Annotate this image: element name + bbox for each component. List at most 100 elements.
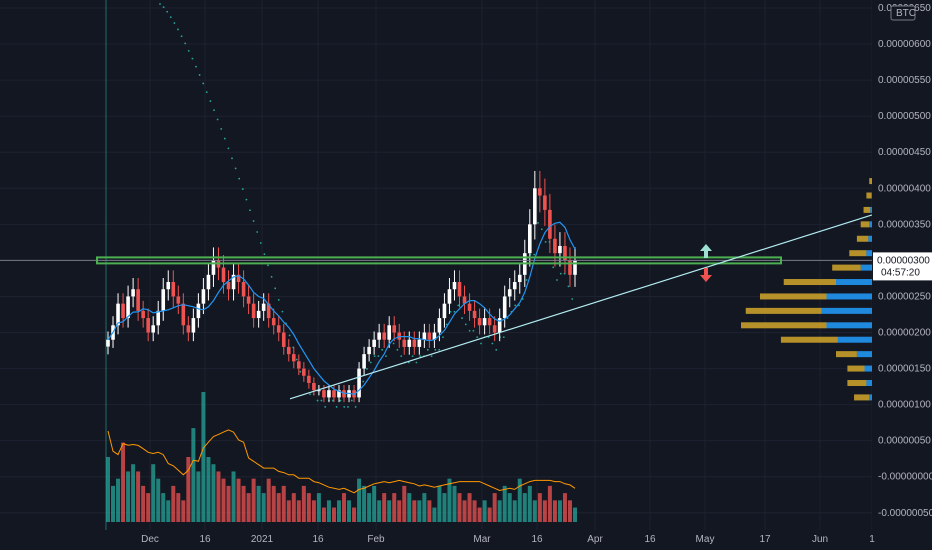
candle-up [166, 282, 171, 290]
volume-bar [116, 478, 121, 522]
price-tick-label: 0.00000500 [878, 111, 931, 122]
candle-down [176, 296, 181, 304]
candle-down [276, 325, 281, 333]
sar-dot [231, 157, 233, 160]
volume-bar [347, 500, 352, 522]
volume-bar [161, 493, 166, 522]
sar-dot [449, 310, 452, 313]
volume-bar [146, 493, 151, 522]
volume-bar [321, 507, 326, 522]
price-axis[interactable]: 0.000006500.000006000.000005500.00000500… [872, 0, 932, 550]
volume-bar [387, 500, 392, 522]
volume-bar [106, 457, 110, 522]
indicator-lines [107, 221, 576, 395]
price-tick-label: 0.00000100 [878, 400, 931, 411]
sar-dot [209, 100, 212, 102]
volume-bar [226, 485, 231, 522]
volume-profile-down [856, 235, 869, 242]
volume-bar [372, 485, 377, 522]
trendline [289, 214, 873, 400]
volume-bar [552, 500, 557, 522]
time-axis[interactable]: Dec 16 2021 16 Feb Mar 16 Apr 16 May 17 Jun 1 [0, 530, 932, 550]
volume-profile-up [836, 279, 874, 286]
candle-up [422, 332, 427, 340]
candle-up [206, 274, 211, 290]
sar-dot [213, 109, 215, 112]
sar-dot [238, 177, 241, 180]
arrow-up-icon [700, 244, 712, 258]
sar-dot [249, 209, 251, 212]
sar-dot [335, 406, 338, 408]
candle-up [256, 310, 261, 319]
candle-up [261, 303, 266, 311]
sar-dot [362, 380, 365, 383]
volume-profile-up [869, 221, 874, 228]
candle-down [121, 303, 125, 319]
candle-up [231, 274, 236, 290]
sar-dot [442, 336, 444, 339]
sar-dot [377, 355, 380, 358]
sar-dot [476, 336, 479, 339]
candle-down [472, 310, 477, 319]
candle-up [502, 296, 507, 319]
sar-dot [256, 231, 259, 233]
volume-bar [291, 493, 296, 522]
volume-bar [121, 442, 126, 522]
volume-bar [532, 500, 537, 522]
candle-up [507, 289, 512, 297]
sar-dot [461, 317, 463, 319]
sar-dot [544, 241, 547, 243]
sar-dot [457, 304, 460, 307]
candle-down [186, 325, 191, 333]
candle-down [548, 209, 552, 239]
drawings[interactable] [0, 214, 873, 400]
sar-dot [184, 42, 187, 45]
volume-bar [151, 464, 156, 522]
volume-profile-up [856, 351, 874, 358]
sar-dot [556, 279, 558, 281]
sar-dot [259, 242, 262, 244]
sar-dot [464, 323, 467, 326]
sar-dot [187, 49, 190, 52]
volume-bar [256, 485, 261, 522]
volume-bar [111, 485, 116, 522]
candle-down [427, 332, 432, 340]
candle-down [382, 332, 386, 340]
time-tick-label: Apr [587, 534, 603, 545]
volume-profile-down [832, 264, 861, 271]
candle-up [497, 318, 502, 333]
candle-down [307, 375, 311, 383]
candle-down [302, 368, 306, 376]
volume-bar [573, 507, 577, 522]
volume-bar [537, 493, 542, 522]
volume-bar [301, 485, 306, 522]
sar-dot [270, 275, 273, 278]
volume-profile-down [836, 351, 857, 358]
sar-dot [392, 342, 395, 345]
sar-dot [525, 279, 528, 281]
volume-bar [331, 507, 336, 522]
volume-profile-down [745, 307, 822, 314]
volume-bar [522, 493, 527, 522]
candle-down [312, 382, 316, 391]
sar-dot [343, 406, 346, 408]
volume-profile-down [863, 206, 871, 213]
candle-down [487, 318, 492, 326]
candle-up [482, 318, 487, 326]
currency-label: BTC [896, 8, 916, 19]
candle-down [462, 296, 467, 304]
sar-dot [559, 272, 562, 275]
candle-up [512, 282, 517, 290]
sar-dot [263, 253, 266, 256]
candle-up [437, 318, 442, 333]
price-tick-label: 0.00000400 [878, 183, 931, 194]
sar-dot [202, 82, 205, 85]
volume-profile [741, 178, 874, 401]
time-axis-bg [0, 530, 932, 550]
candle-up [131, 289, 135, 297]
candle-up [432, 332, 437, 340]
volume-profile-up [869, 394, 874, 401]
sar-dot [191, 57, 194, 60]
candle-up [151, 325, 155, 333]
